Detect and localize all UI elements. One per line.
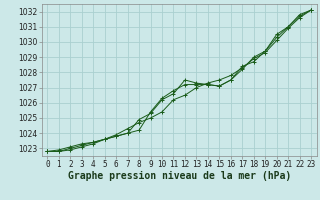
X-axis label: Graphe pression niveau de la mer (hPa): Graphe pression niveau de la mer (hPa) xyxy=(68,171,291,181)
